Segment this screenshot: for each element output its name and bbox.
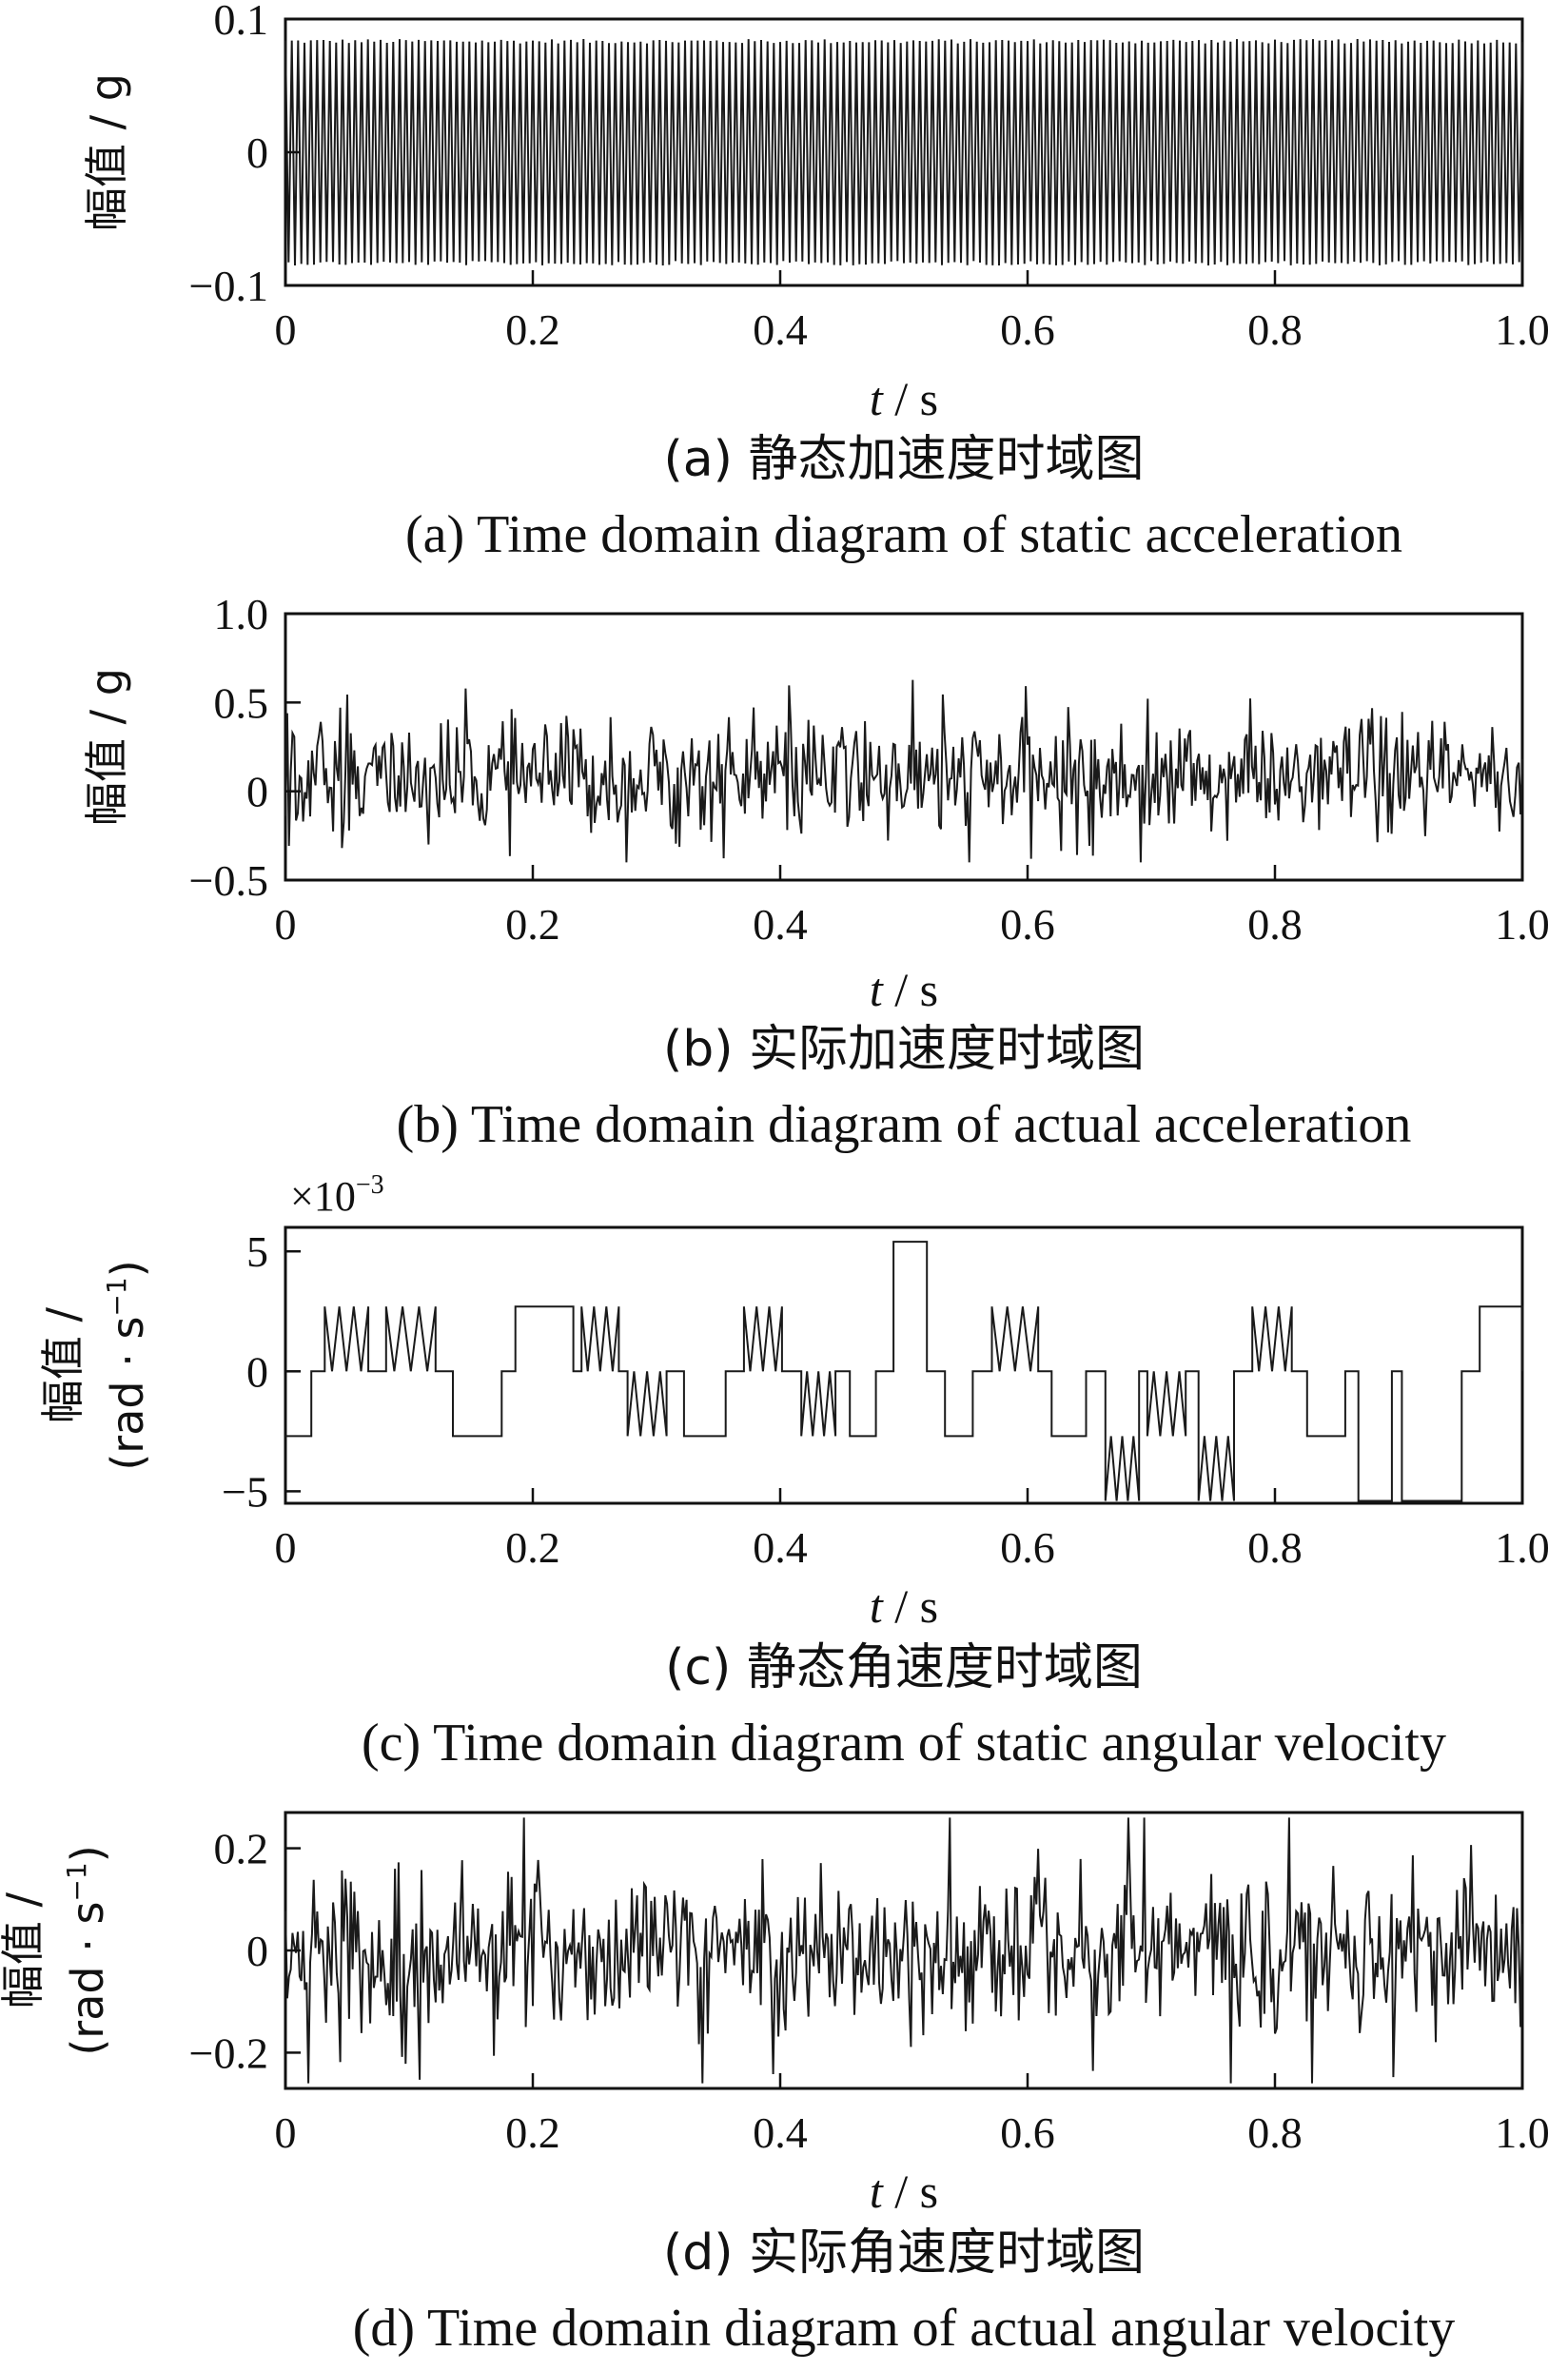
- panel-b: 0 0.2 0.4 0.6 0.8 1.0−0.500.51.0 幅值 / g t / s…: [81, 590, 1550, 1154]
- x-tick-label: 1.0: [1495, 305, 1550, 354]
- y-axis-label: 幅值 / g: [81, 668, 132, 826]
- plot-frame: [284, 612, 1524, 882]
- y-tick-label: 0.5: [214, 678, 269, 727]
- x-tick-label: 0.4: [753, 305, 808, 354]
- axis-ticks: 0 0.2 0.4 0.6 0.8 1.0−0.500.51.0: [189, 590, 1550, 949]
- x-tick-label: 0.6: [1000, 2108, 1055, 2157]
- x-tick-label: 0.8: [1247, 305, 1303, 354]
- axis-ticks: 0 0.2 0.4 0.6 0.8 1.0−505: [222, 1227, 1550, 1572]
- caption-cn: (d) 实际角速度时域图: [663, 2224, 1145, 2282]
- caption-en: (d) Time domain diagram of actual angula…: [353, 2299, 1456, 2358]
- panel-c: ×10−3 0 0.2 0.4 0.6 0.8 1.0−505 幅值 / (rad · s…: [37, 1170, 1550, 1773]
- x-tick-label: 0.8: [1247, 2108, 1303, 2157]
- x-tick-label: 0.4: [753, 2108, 808, 2157]
- y-tick-label: 0: [246, 128, 268, 177]
- x-tick-label: 0.8: [1247, 1523, 1303, 1572]
- caption-cn: (b) 实际加速度时域图: [663, 1021, 1145, 1078]
- signal-line: [285, 1241, 1523, 1502]
- x-axis-label: t / s: [870, 1579, 938, 1633]
- y-axis-label-line1: 幅值 /: [0, 1891, 49, 2008]
- x-axis-label: t / s: [870, 963, 938, 1016]
- x-tick-label: 0.8: [1247, 900, 1303, 949]
- y-axis-label-line1: 幅值 /: [37, 1306, 88, 1423]
- y-axis-label-line2: (rad · s−1): [61, 1845, 113, 2055]
- caption-cn: (c) 静态角速度时域图: [665, 1639, 1143, 1696]
- y-tick-label: −0.1: [189, 262, 268, 310]
- signal-line: [284, 38, 1523, 266]
- x-tick-label: 0.2: [505, 1523, 560, 1572]
- x-tick-label: 0.4: [753, 1523, 808, 1572]
- axis-multiplier: ×10−3: [290, 1170, 384, 1220]
- y-tick-label: 0.1: [214, 0, 269, 44]
- x-tick-label: 1.0: [1495, 1523, 1550, 1572]
- y-tick-label: −5: [222, 1467, 268, 1516]
- y-tick-label: 0: [246, 1347, 268, 1396]
- caption-cn: (a) 静态加速度时域图: [664, 431, 1145, 488]
- x-tick-label: 0.6: [1000, 305, 1055, 354]
- x-tick-label: 0.6: [1000, 1523, 1055, 1572]
- x-axis-label: t / s: [870, 2165, 938, 2218]
- x-tick-label: 0: [275, 900, 297, 949]
- x-tick-label: 0: [275, 305, 297, 354]
- x-tick-label: 0.2: [505, 900, 560, 949]
- caption-en: (c) Time domain diagram of static angula…: [362, 1714, 1446, 1773]
- panel-d: 0 0.2 0.4 0.6 0.8 1.0−0.200.2 幅值 / (rad · s−1…: [0, 1811, 1550, 2358]
- axis-ticks: 0 0.2 0.4 0.6 0.8 1.0−0.200.2: [189, 1825, 1550, 2157]
- y-tick-label: −0.2: [189, 2028, 268, 2077]
- y-tick-label: 0: [246, 768, 268, 816]
- x-tick-label: 0.2: [505, 305, 560, 354]
- x-tick-label: 0: [275, 2108, 297, 2157]
- y-tick-label: 0.2: [214, 1825, 269, 1873]
- y-tick-label: −0.5: [189, 856, 268, 905]
- caption-en: (b) Time domain diagram of actual accele…: [397, 1095, 1412, 1154]
- axis-ticks: 0 0.2 0.4 0.6 0.8 1.0−0.100.1: [189, 0, 1550, 354]
- panel-a: 0 0.2 0.4 0.6 0.8 1.0−0.100.1 幅值 / g t / s (a…: [81, 0, 1550, 564]
- x-tick-label: 0.6: [1000, 900, 1055, 949]
- x-tick-label: 0.2: [505, 2108, 560, 2157]
- x-tick-label: 1.0: [1495, 900, 1550, 949]
- y-tick-label: 1.0: [214, 590, 269, 638]
- y-tick-label: 0: [246, 1927, 268, 1975]
- signal-line: [284, 679, 1523, 863]
- y-axis-label-line2: (rad · s−1): [101, 1260, 153, 1470]
- plot-frame: [284, 1225, 1524, 1505]
- x-axis-label: t / s: [870, 372, 938, 425]
- x-tick-label: 1.0: [1495, 2108, 1550, 2157]
- x-tick-label: 0: [275, 1523, 297, 1572]
- y-axis-label: 幅值 / g: [81, 73, 132, 231]
- signal-line: [284, 1817, 1523, 2084]
- x-tick-label: 0.4: [753, 900, 808, 949]
- caption-en: (a) Time domain diagram of static accele…: [405, 505, 1402, 564]
- y-tick-label: 5: [246, 1227, 268, 1276]
